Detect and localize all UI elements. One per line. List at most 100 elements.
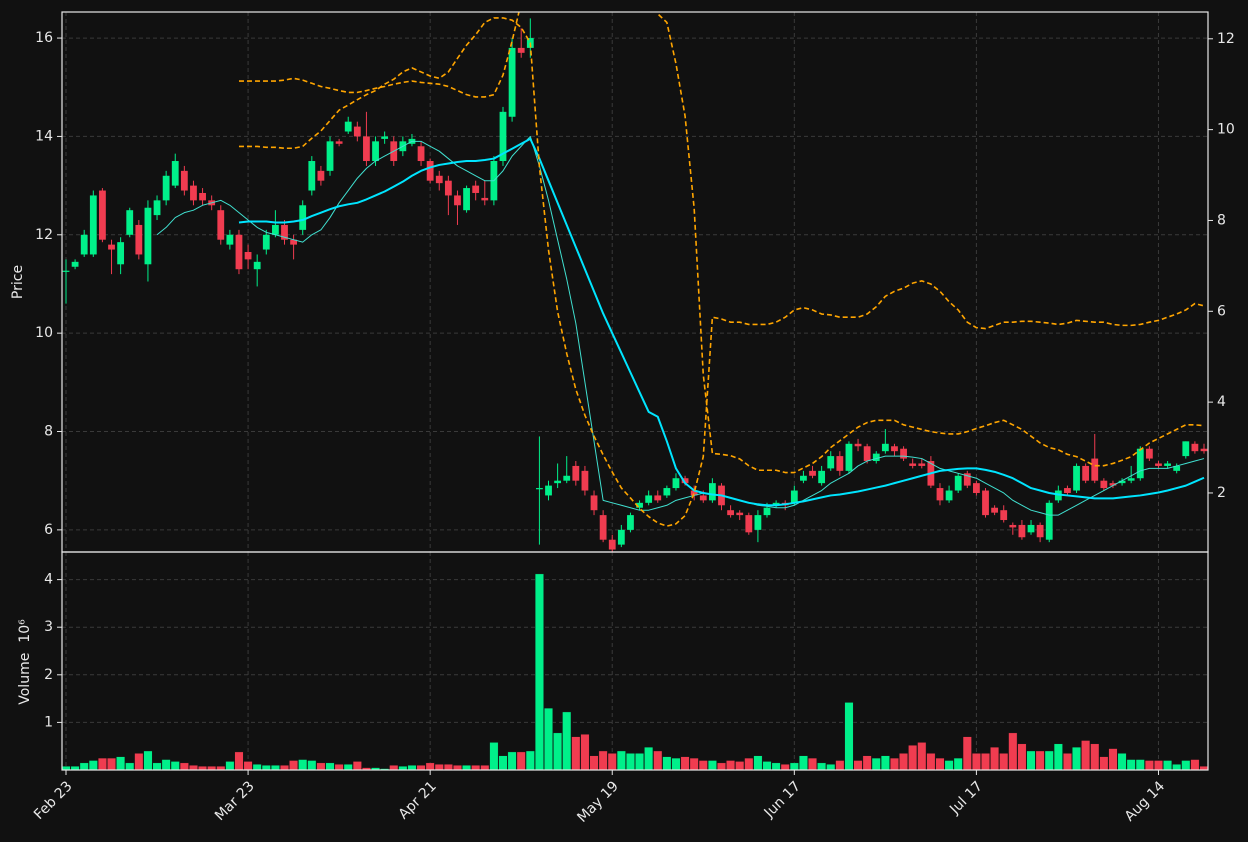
price-axis-label: Price <box>10 265 26 299</box>
volume-bar <box>371 767 380 770</box>
y-tick-label: 4 <box>44 572 53 588</box>
volume-bar <box>1108 748 1118 770</box>
volume-bar <box>990 746 1000 770</box>
candle-body <box>1082 465 1090 481</box>
volume-bar <box>680 756 690 770</box>
y2-tick-label: 12 <box>1217 31 1235 47</box>
volume-bar <box>143 750 153 770</box>
volume-bar <box>471 765 481 770</box>
candle-body <box>108 244 115 250</box>
candle-body <box>417 146 425 162</box>
candle-body <box>363 136 370 162</box>
candle-body <box>71 261 79 267</box>
candle-body <box>708 483 716 501</box>
volume-bar <box>625 753 635 770</box>
candle-body <box>763 507 771 516</box>
candle-body <box>963 473 971 486</box>
volume-scale: 10⁶ <box>17 619 33 643</box>
candle-body <box>317 170 325 181</box>
volume-bar <box>516 751 526 770</box>
volume-bar <box>234 751 244 770</box>
volume-bar <box>862 755 872 770</box>
volume-bar <box>1017 743 1027 770</box>
volume-bar <box>416 765 426 770</box>
candle-body <box>945 490 953 501</box>
volume-bar <box>189 765 198 770</box>
candle-body <box>891 446 898 452</box>
candle-body <box>1027 524 1035 533</box>
candle-body <box>1173 465 1181 471</box>
candle-body <box>973 483 980 493</box>
candle-body <box>900 448 907 459</box>
candle-body <box>954 475 962 491</box>
candle-body <box>1036 524 1044 538</box>
candle-body <box>1200 448 1208 452</box>
candle-body <box>836 456 844 471</box>
volume-bar <box>1053 743 1063 770</box>
candle-body <box>1109 483 1117 486</box>
volume-bar <box>817 762 827 770</box>
volume-frame <box>61 551 1209 771</box>
volume-bar <box>298 759 308 770</box>
y2-tick-label: 8 <box>1217 212 1226 228</box>
candle-body <box>627 515 634 530</box>
volume-bar <box>589 755 599 770</box>
indicator-line <box>238 137 1205 507</box>
volume-bar <box>726 760 736 770</box>
volume-bar <box>1062 753 1072 770</box>
candle-body <box>353 126 361 137</box>
candle-body <box>545 485 552 496</box>
volume-bar <box>334 764 344 770</box>
candle-body <box>872 453 880 462</box>
candle-body <box>344 121 352 132</box>
candle-body <box>153 200 161 216</box>
candle-body <box>654 495 662 501</box>
volume-bar <box>534 573 544 770</box>
volume-bar <box>170 761 180 770</box>
candle-body <box>171 161 179 186</box>
y-tick-label: 6 <box>44 522 53 538</box>
volume-bar <box>771 762 781 770</box>
candle-body <box>599 515 607 540</box>
volume-bar <box>962 736 972 770</box>
candle-body <box>1155 463 1162 466</box>
candle-body <box>563 475 571 481</box>
volume-bar <box>844 702 854 770</box>
volume-bar <box>489 742 499 770</box>
volume-bar <box>826 764 836 770</box>
volume-bar <box>125 762 135 770</box>
indicator-line <box>156 135 1205 516</box>
candle-body <box>663 488 671 496</box>
volume-bar <box>434 764 444 770</box>
volume-bar <box>1144 760 1154 770</box>
y-tick-label: 12 <box>35 227 53 243</box>
volume-bar <box>507 751 517 770</box>
candle-body <box>1073 465 1080 491</box>
candle-body <box>982 490 989 516</box>
candle-body <box>572 465 580 481</box>
candle-body <box>1091 458 1099 481</box>
volume-bar <box>1099 756 1109 770</box>
volume-bar <box>871 757 881 770</box>
volume-bar <box>225 761 235 770</box>
volume-bar <box>789 762 799 770</box>
candle-body <box>1145 448 1153 459</box>
candle-body <box>645 495 653 503</box>
volume-bar <box>1117 753 1127 770</box>
y2-tick-label: 4 <box>1217 394 1226 410</box>
candle-body <box>180 170 188 191</box>
volume-bar <box>644 746 654 770</box>
volume-bar <box>735 761 745 770</box>
volume-bar <box>880 755 890 770</box>
volume-bar <box>753 755 763 770</box>
candle-body <box>335 141 343 144</box>
candle-body <box>99 190 106 240</box>
candle-body <box>89 195 97 255</box>
candle-body <box>199 192 206 201</box>
candle-body <box>790 490 798 503</box>
volume-bar <box>480 765 490 770</box>
candle-body <box>144 207 152 265</box>
volume-bar <box>944 760 954 770</box>
volume-bar <box>316 762 326 770</box>
